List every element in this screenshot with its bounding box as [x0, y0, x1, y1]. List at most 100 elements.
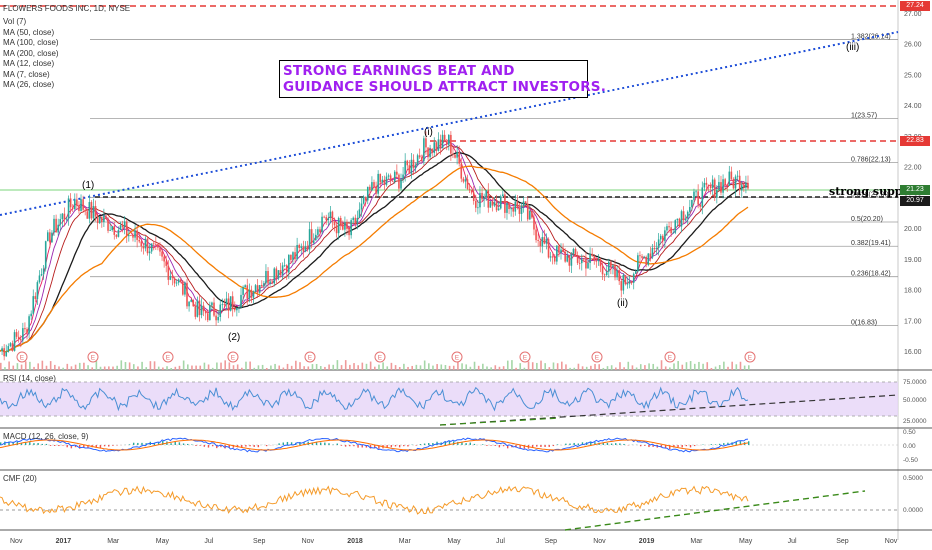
earnings-marker[interactable]	[664, 351, 676, 363]
time-axis-tick: Sep	[836, 538, 849, 545]
macd-hist-bar	[195, 445, 197, 446]
cmf-line	[0, 485, 749, 515]
macd-hist-bar	[95, 445, 97, 448]
indicator-legend-ma26[interactable]: MA (26, close)	[3, 80, 55, 89]
earnings-marker[interactable]	[87, 351, 99, 363]
volume-bar	[452, 365, 455, 370]
time-axis-tick: Mar	[107, 538, 120, 545]
price-tag-27-24: 27.24	[900, 1, 930, 11]
indicator-legend-ma50[interactable]: MA (50, close)	[3, 27, 55, 37]
macd-hist-bar	[83, 445, 85, 448]
time-axis[interactable]: Nov 2017 Mar May Jul Sep Nov 2018 Mar May Jul Sep No…	[10, 538, 898, 545]
symbol-title[interactable]: FLOWERS FOODS INC, 1D, NYSE	[3, 4, 131, 13]
volume-bar	[336, 360, 339, 370]
volume-bar	[303, 366, 305, 370]
volume-bar	[644, 365, 646, 370]
indicator-legend-ma7[interactable]: MA (7, close)	[3, 69, 50, 79]
indicator-legend-vol[interactable]: Vol (7)	[3, 17, 27, 26]
candle-body	[689, 207, 691, 212]
macd-hist-bar	[444, 441, 447, 445]
earnings-marker[interactable]	[374, 351, 386, 363]
fib-label: 0.236(18.42)	[851, 271, 891, 278]
macd-hist-bar	[689, 445, 692, 448]
indicator-legend-ma100[interactable]: MA (100, close)	[3, 38, 59, 47]
candle-body	[543, 237, 546, 244]
candle-body	[348, 228, 350, 236]
volume-bar	[216, 362, 218, 370]
macd-hist-bar	[714, 444, 717, 445]
earnings-marker[interactable]	[451, 351, 463, 363]
candle-body	[123, 221, 126, 227]
candle-body	[165, 261, 168, 266]
rsi-label[interactable]: RSI (14, close)	[3, 374, 56, 383]
candle-body	[103, 215, 105, 223]
volume-bar	[465, 364, 468, 370]
volume-bar	[639, 364, 642, 370]
candle-body	[516, 201, 519, 208]
candle-body	[445, 140, 448, 145]
earnings-marker[interactable]	[591, 351, 603, 363]
candle-body	[468, 188, 471, 191]
candle-body	[603, 274, 606, 276]
macd-hist-bar	[490, 445, 492, 446]
macd-hist-bar	[12, 442, 14, 445]
candle-body	[620, 281, 623, 291]
candle-body	[256, 285, 259, 293]
macd-hist-bar	[407, 445, 409, 447]
candle-body	[705, 182, 708, 185]
earnings-marker[interactable]	[16, 351, 28, 363]
candle-body	[308, 229, 311, 250]
earnings-marker[interactable]	[304, 351, 316, 363]
earnings-marker[interactable]	[162, 351, 174, 363]
candle-body	[179, 279, 182, 282]
indicator-legend-ma200[interactable]: MA (200, close)	[3, 48, 59, 58]
macd-hist-bar	[182, 443, 185, 445]
candle-body	[693, 191, 695, 200]
annotation-box[interactable]	[279, 60, 588, 98]
candle-body	[49, 232, 51, 243]
macd-hist-bar	[70, 445, 73, 449]
candle-body	[342, 224, 344, 230]
candle-body	[653, 247, 656, 250]
candle-body	[593, 255, 596, 261]
candle-body	[628, 281, 631, 284]
macd-hist-bar	[132, 442, 135, 445]
volume-bar	[648, 363, 650, 370]
time-axis-tick: May	[739, 538, 753, 545]
volume-bar	[91, 367, 94, 370]
candle-body	[568, 255, 571, 266]
indicator-legend-ma12[interactable]: MA (12, close)	[3, 59, 55, 68]
rsi-trend-line[interactable]	[439, 394, 899, 426]
volume-bar	[353, 363, 355, 370]
macd-hist-bar	[336, 443, 338, 445]
volume-bar	[307, 366, 310, 370]
earnings-marker[interactable]	[519, 351, 531, 363]
candle-body	[221, 304, 224, 306]
volume-bar	[178, 365, 181, 370]
candle-body	[502, 194, 504, 197]
candle-body	[448, 134, 450, 145]
cmf-trend-line[interactable]	[564, 490, 866, 531]
macd-hist-bar	[257, 445, 260, 448]
time-axis-tick: Nov	[885, 538, 898, 545]
earnings-marker[interactable]	[744, 351, 756, 363]
macd-label[interactable]: MACD (12, 26, close, 9)	[3, 432, 89, 441]
candle-body	[298, 244, 300, 249]
candle-body	[641, 256, 643, 258]
candle-body	[57, 224, 59, 233]
main-price-pane[interactable]	[0, 0, 898, 370]
macd-hist-bar	[415, 445, 417, 446]
candle-body	[610, 261, 612, 268]
candle-body	[728, 171, 731, 186]
volume-bar	[594, 363, 596, 370]
earnings-marker-label: E	[166, 355, 171, 362]
rsi-green-trend[interactable]	[439, 417, 561, 426]
cmf-label[interactable]: CMF (20)	[3, 474, 37, 483]
macd-hist-bar	[536, 445, 538, 447]
earnings-marker[interactable]	[227, 351, 239, 363]
candle-body	[674, 220, 677, 233]
candle-body	[695, 191, 697, 193]
price-axis[interactable]: 27.0026.0025.0024.0023.0022.0021.0020.00…	[904, 11, 922, 356]
candle-body	[194, 306, 197, 317]
